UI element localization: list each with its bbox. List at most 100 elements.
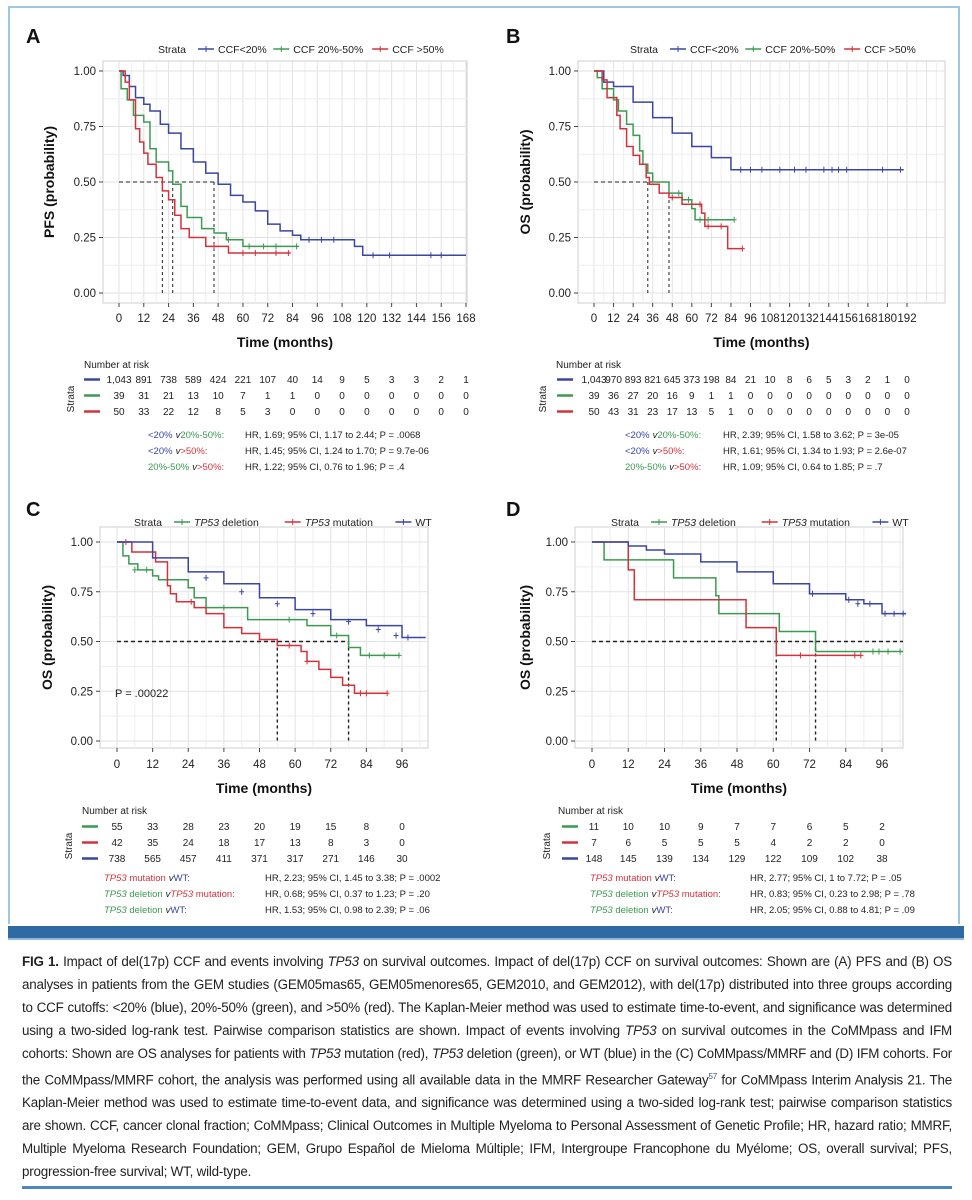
risk-count: 738 (109, 854, 126, 865)
risk-count: 102 (837, 854, 854, 865)
risk-count: 6 (806, 375, 812, 386)
legend-entry[interactable]: CCF<20% (690, 44, 739, 56)
censor-mark (792, 166, 798, 173)
risk-count: 23 (218, 822, 230, 833)
risk-count: 893 (625, 375, 642, 386)
risk-count: 10 (659, 822, 671, 833)
comparison-group: >50% (674, 462, 699, 473)
censor-mark (891, 610, 897, 617)
censor-mark (252, 250, 258, 257)
risk-count: 0 (748, 407, 754, 418)
legend-entry[interactable]: CCF 20%-50% (293, 44, 363, 56)
km-curve-red (592, 541, 861, 657)
legend-entry[interactable]: TP53 mutation (305, 517, 373, 529)
comparison-group: WT (660, 873, 675, 884)
y-tick-label: 0.25 (71, 686, 93, 698)
risk-count: 3 (364, 838, 370, 849)
legend-title: Strata (158, 44, 186, 56)
risk-count: 17 (254, 838, 266, 849)
legend-entry[interactable]: WT (892, 517, 909, 529)
risk-count: 9 (339, 375, 345, 386)
censor-mark (363, 690, 369, 697)
panel-c: C 0.00 0.25 0.50 0.75 1.00 0 12 24 36 48 60 72 84 96 Ti… (26, 499, 440, 916)
comparison-gene: TP53 (104, 889, 127, 900)
legend-label: CCF 20%-50% (765, 44, 835, 56)
risk-count: 0 (463, 407, 469, 418)
legend-entry[interactable]: WT (415, 517, 432, 529)
censor-mark (273, 243, 279, 250)
x-axis-label: Time (months) (691, 780, 787, 796)
legend-entry[interactable]: TP53 mutation (782, 517, 850, 529)
risk-count: 2 (865, 375, 871, 386)
legend-entry[interactable]: CCF 20%-50% (765, 44, 835, 56)
comparison-group: deletion (127, 905, 163, 916)
comparison-group: mutation (679, 889, 718, 900)
risk-count: 27 (628, 391, 640, 402)
risk-count: 457 (180, 854, 197, 865)
risk-count: 2 (879, 822, 885, 833)
comparison-statistic: HR, 1.69; 95% CI, 1.17 to 2.44; P = .006… (245, 430, 420, 441)
comparison-colon: : (699, 462, 702, 473)
risk-count: 14 (312, 375, 324, 386)
comparison-label: TP53 deletion vWT: (104, 905, 187, 916)
legend-entry[interactable]: CCF >50% (864, 44, 916, 56)
legend-entry[interactable]: TP53 deletion (671, 517, 736, 529)
censor-mark (697, 201, 703, 208)
risk-count: 20 (254, 822, 266, 833)
risk-count: 0 (885, 407, 891, 418)
risk-count: 3 (846, 375, 852, 386)
risk-count: 0 (339, 407, 345, 418)
caption-reference-link[interactable]: 57 (708, 1072, 717, 1081)
censor-mark (870, 648, 876, 655)
x-tick-label: 84 (286, 313, 299, 325)
risk-count: 1 (463, 375, 469, 386)
censor-mark (885, 648, 891, 655)
legend-entry[interactable]: CCF<20% (218, 44, 267, 56)
comparison-statistic: HR, 0.68; 95% CI, 0.37 to 1.23; P = .20 (265, 889, 430, 900)
p-value-annotation: P = .00022 (115, 688, 168, 700)
censor-mark (676, 190, 682, 197)
risk-count: 7 (734, 822, 740, 833)
legend-entry[interactable]: CCF >50% (392, 44, 444, 56)
risk-count: 50 (113, 407, 125, 418)
comparison-versus: v (169, 873, 175, 884)
y-tick-label: 0.25 (74, 233, 96, 245)
x-tick-label: 12 (607, 313, 620, 325)
censor-mark (748, 166, 753, 173)
x-tick-label: 72 (803, 759, 816, 771)
legend-gene: TP53 (671, 517, 696, 529)
risk-count: 17 (667, 407, 679, 418)
risk-count: 7 (591, 838, 597, 849)
comparison-versus: v (192, 462, 198, 473)
censor-mark (221, 604, 227, 611)
risk-count: 0 (414, 391, 420, 402)
x-tick-label: 84 (725, 313, 738, 325)
risk-count: 891 (135, 375, 152, 386)
risk-count: 0 (904, 407, 910, 418)
risk-count: 5 (698, 838, 704, 849)
legend-entry[interactable]: TP53 deletion (194, 517, 259, 529)
censor-mark (346, 618, 352, 625)
km-curve-red (594, 70, 743, 250)
legend-label: CCF 20%-50% (293, 44, 363, 56)
x-tick-label: 12 (146, 759, 159, 771)
censor-mark (759, 166, 765, 173)
censor-mark (897, 166, 903, 173)
risk-count: 1 (265, 391, 271, 402)
risk-count: 1 (709, 391, 715, 402)
censor-mark (718, 223, 724, 230)
censor-mark (738, 166, 744, 173)
y-tick-label: 0.75 (549, 122, 571, 134)
risk-count: 8 (364, 822, 370, 833)
x-tick-label: 48 (253, 759, 266, 771)
comparison-colon: : (222, 462, 225, 473)
censor-mark (375, 626, 381, 633)
comparison-gene: TP53 (656, 889, 679, 900)
risk-count: 39 (588, 391, 600, 402)
comparison-label: <20% v>50%: (148, 446, 208, 457)
risk-count: 50 (588, 407, 600, 418)
panel-label: C (26, 499, 40, 521)
risk-count: 10 (765, 375, 777, 386)
censor-mark (274, 600, 280, 607)
x-tick-label: 96 (744, 313, 757, 325)
